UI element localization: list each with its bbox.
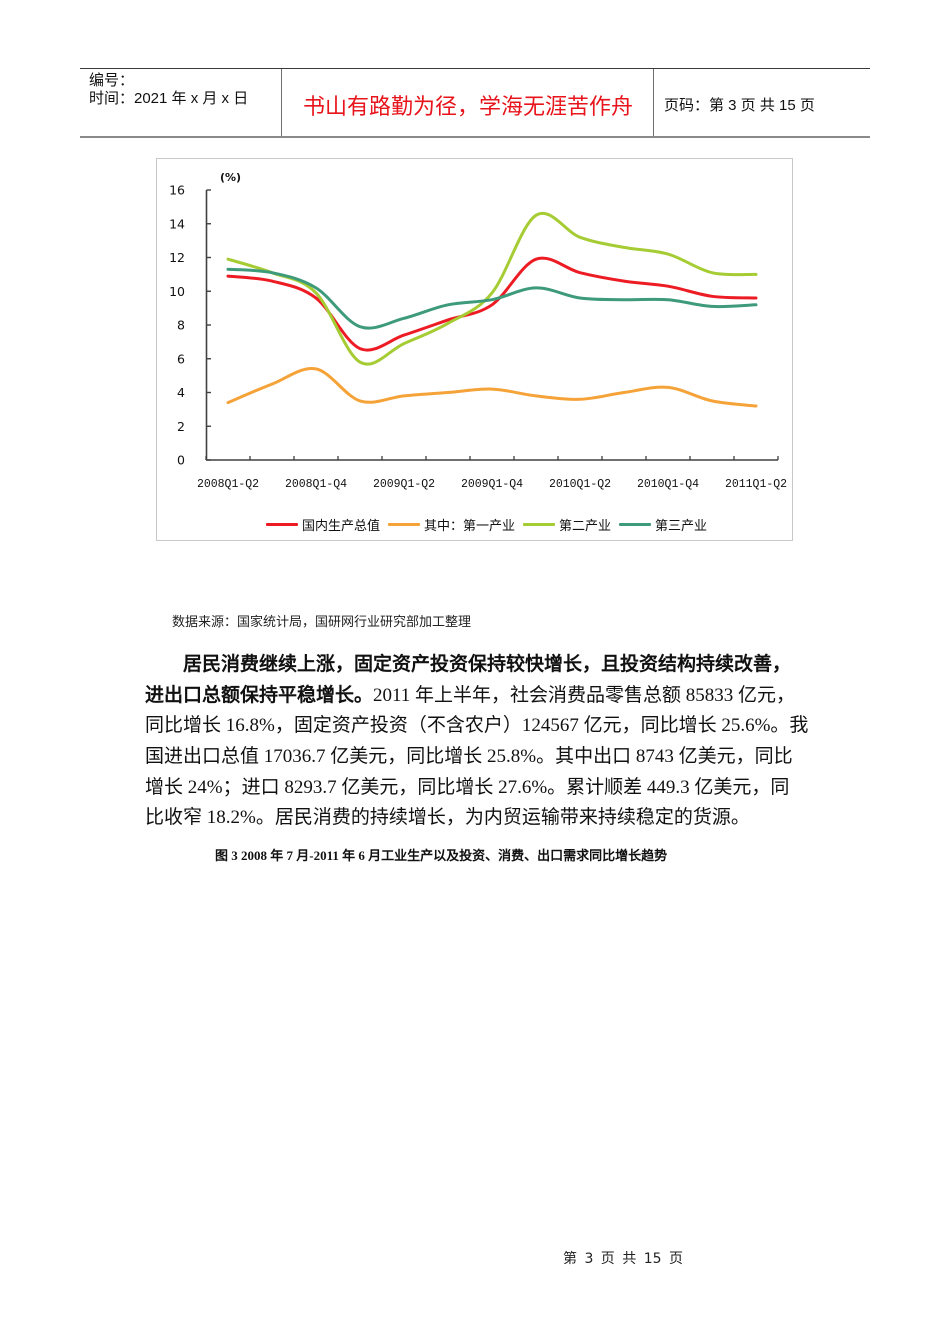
series-line-3 [226,267,758,330]
y-tick-label: 4 [177,385,185,400]
paragraph-text: 增长 24%；进口 8293.7 亿美元，同比增长 27.6%。累计顺差 449… [145,776,790,798]
x-tick-label: 2010Q1-Q2 [549,478,611,491]
y-tick-label: 16 [169,183,185,198]
y-tick-label: 10 [169,284,185,299]
y-tick-label: 8 [177,318,185,333]
y-tick-label: 0 [177,453,185,468]
y-tick-label: 6 [177,351,185,366]
legend-swatch-icon [619,523,652,526]
data-source-note: 数据来源：国家统计局，国研网行业研究部加工整理 [172,614,472,629]
paragraph-text: 2011 年上半年，社会消费品零售总额 85833 亿元， [373,684,796,706]
date-label: 时间：2021 年 x 月 x 日 [89,90,249,107]
header-meta-cell: 编号： 时间：2021 年 x 月 x 日 [80,69,281,136]
y-axis-unit-label: (%) [220,171,241,184]
legend-item-secondary: 第二产业 [523,515,611,534]
x-tick-label: 2009Q1-Q4 [461,478,523,491]
x-tick-label: 2009Q1-Q2 [373,478,435,491]
legend-label: 国内生产总值 [302,519,381,534]
legend-label: 第二产业 [559,519,612,534]
paragraph-line: 比收窄 18.2%。居民消费的持续增长，为内贸运输带来持续稳定的货源。 [145,803,797,834]
growth-line-chart: 0 2 4 6 8 10 12 14 16 (%) 2008Q1-Q2 2008Q1-Q4 2009Q1… [156,158,793,541]
series-line-2 [226,211,758,366]
paragraph-line: 增长 24%；进口 8293.7 亿美元，同比增长 27.6%。累计顺差 449… [145,773,797,804]
paragraph-text: 比收窄 18.2%。居民消费的持续增长，为内贸运输带来持续稳定的货源。 [145,807,750,829]
legend-swatch-icon [523,523,556,526]
legend-item-gdp: 国内生产总值 [266,515,380,534]
series-line-0 [226,256,758,352]
series-line-1 [226,367,758,408]
x-tick-label: 2008Q1-Q2 [197,478,259,491]
x-tick-label: 2011Q1-Q2 [725,478,787,491]
paragraph-line: 居民消费继续上涨，固定资产投资保持较快增长，且投资结构持续改善， [145,650,797,681]
paragraph-text: 同比增长 16.8%，固定资产投资（不含农户）124567 亿元，同比增长 25… [145,715,809,737]
paragraph-bold-text: 居民消费继续上涨，固定资产投资保持较快增长，且投资结构持续改善， [183,654,792,675]
header-page-cell: 页码：第 3 页 共 15 页 [654,69,870,136]
serial-number-label: 编号： [89,72,135,89]
page-footer-number: 第 3 页 共 15 页 [563,1251,683,1267]
paragraph-bold-text: 进出口总额保持平稳增长。 [145,684,374,706]
figure-caption: 图 3 2008 年 7 月-2011 年 6 月工业生产以及投资、消费、出口需… [215,848,668,863]
chart-plot: 0 2 4 6 8 10 12 14 16 (%) 2008Q1-Q2 2008Q1-Q4 2009Q1… [169,171,787,491]
chart-legend: 国内生产总值 其中：第一产业 第二产业 第三产业 [266,515,715,534]
y-tick-label: 14 [169,216,185,231]
y-tick-label: 12 [169,250,185,265]
motto-text: 书山有路勤为径，学海无涯苦作舟 [303,94,634,120]
x-tick-label: 2010Q1-Q4 [637,478,699,491]
legend-swatch-icon [266,523,298,526]
legend-label: 其中：第一产业 [424,519,516,534]
legend-item-tertiary: 第三产业 [619,515,707,534]
header-motto-cell: 书山有路勤为径，学海无涯苦作舟 [281,69,654,136]
legend-swatch-icon [388,523,421,526]
header-page-info: 页码：第 3 页 共 15 页 [664,96,815,114]
paragraph-line: 进出口总额保持平稳增长。2011 年上半年，社会消费品零售总额 85833 亿元… [145,681,797,712]
legend-label: 第三产业 [655,519,708,534]
body-paragraph: 居民消费继续上涨，固定资产投资保持较快增长，且投资结构持续改善， 进出口总额保持… [145,650,808,834]
x-tick-label: 2008Q1-Q4 [285,478,347,491]
paragraph-text: 国进出口总值 17036.7 亿美元，同比增长 25.8%。其中出口 8743 … [145,746,793,768]
paragraph-line: 同比增长 16.8%，固定资产投资（不含农户）124567 亿元，同比增长 25… [145,711,808,742]
paragraph-line: 国进出口总值 17036.7 亿美元，同比增长 25.8%。其中出口 8743 … [145,742,797,773]
y-tick-label: 2 [177,419,185,434]
page-header-table: 编号： 时间：2021 年 x 月 x 日 书山有路勤为径，学海无涯苦作舟 页码… [80,68,870,138]
legend-item-primary: 其中：第一产业 [388,515,515,534]
